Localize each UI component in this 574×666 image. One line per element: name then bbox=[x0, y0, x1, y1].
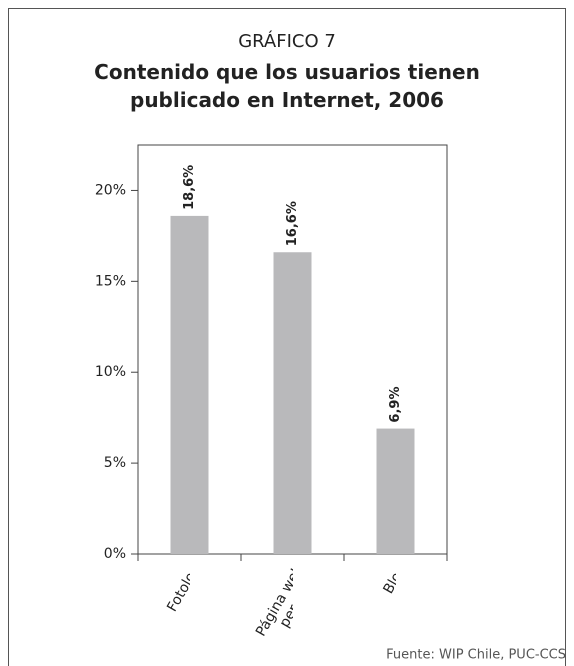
value-label: 16,6% bbox=[285, 201, 300, 246]
bar bbox=[170, 215, 209, 555]
y-tick-label: 5% bbox=[104, 455, 126, 471]
x-label-box: Fotolog bbox=[163, 562, 190, 615]
y-tick-label: 20% bbox=[95, 182, 126, 198]
y-tick-label: 10% bbox=[95, 364, 126, 380]
bar bbox=[273, 252, 312, 554]
source: Fuente: WIP Chile, PUC-CCS bbox=[386, 648, 566, 663]
chart-title: Contenido que los usuarios tienen public… bbox=[94, 60, 480, 112]
y-tick-label: 15% bbox=[95, 273, 126, 289]
x-tick-label: Página web personal bbox=[252, 562, 293, 640]
x-label-box: Página web personal bbox=[252, 562, 293, 640]
frame bbox=[8, 8, 566, 666]
value-label: 6,9% bbox=[388, 387, 403, 423]
y-tick-label: 0% bbox=[104, 546, 126, 562]
supertitle: GRÁFICO 7 bbox=[238, 30, 336, 52]
x-tick-label: Blog bbox=[380, 562, 396, 597]
x-label-box: Blog bbox=[380, 562, 396, 597]
title-box: Contenido que los usuarios tienen public… bbox=[94, 60, 480, 112]
bar bbox=[376, 428, 415, 554]
x-tick-label: Fotolog bbox=[163, 562, 190, 615]
value-label: 18,6% bbox=[182, 165, 197, 210]
